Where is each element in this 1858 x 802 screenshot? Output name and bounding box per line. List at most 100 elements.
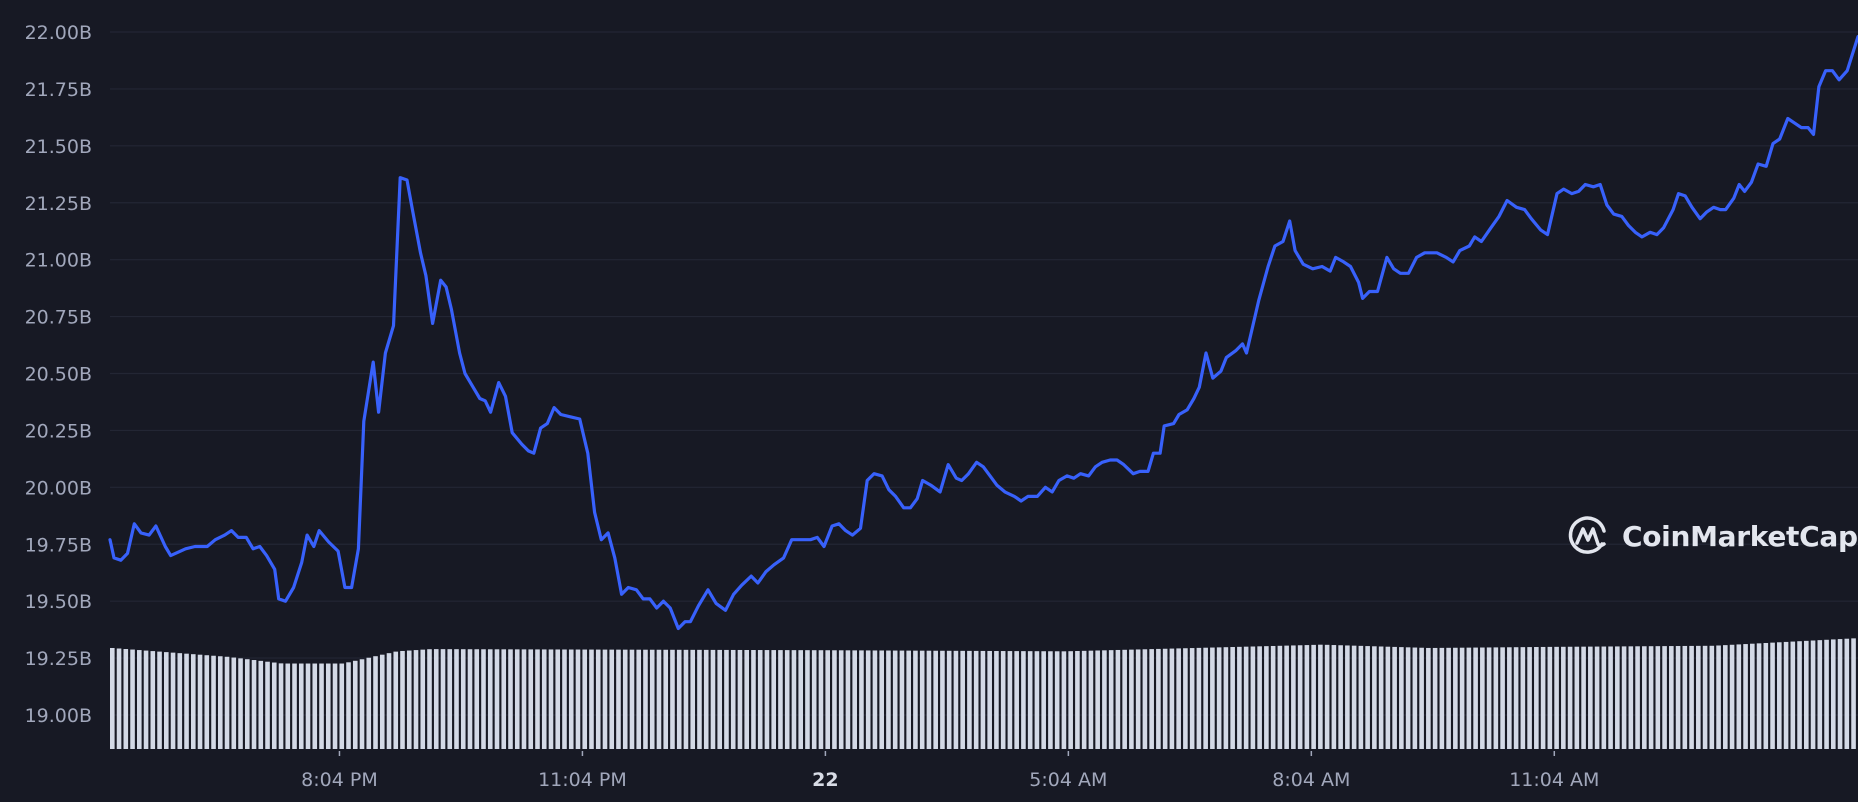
volume-bar — [487, 649, 493, 749]
volume-bar — [1540, 646, 1546, 749]
volume-bar — [602, 649, 608, 749]
volume-bar — [110, 647, 115, 749]
y-tick-label: 19.50B — [25, 591, 92, 613]
volume-bar — [150, 651, 156, 749]
volume-bar — [1230, 647, 1235, 749]
volume-bar — [298, 663, 304, 749]
volume-bar — [926, 650, 932, 749]
volume-bar — [818, 650, 824, 749]
volume-bar — [447, 649, 453, 749]
volume-bar — [1682, 645, 1688, 749]
volume-bar — [1054, 651, 1060, 749]
volume-bar — [568, 649, 574, 749]
volume-bar — [1291, 645, 1296, 749]
volume-bar — [535, 649, 540, 749]
volume-bar — [973, 650, 979, 749]
volume-bar — [1567, 646, 1573, 749]
volume-bar — [724, 649, 729, 749]
volume-bar — [649, 649, 655, 749]
volume-bar — [420, 649, 426, 749]
volume-bar — [697, 649, 702, 749]
volume-bar — [737, 649, 743, 749]
volume-bar — [1088, 650, 1094, 749]
volume-bar — [1810, 640, 1816, 749]
volume-bar — [1594, 646, 1600, 749]
volume-bar — [386, 653, 392, 749]
volume-bar — [427, 649, 432, 749]
volume-bar — [1405, 647, 1411, 749]
volume-bar — [1851, 638, 1856, 749]
volume-bar — [177, 653, 183, 749]
volume-bar — [440, 649, 446, 749]
volume-bar — [1000, 651, 1006, 749]
x-tick-label: 22 — [812, 769, 838, 791]
volume-bar — [197, 654, 203, 749]
volume-bar — [1513, 647, 1519, 749]
volume-bar — [1318, 644, 1323, 749]
volume-bar — [960, 650, 965, 749]
volume-bar — [143, 650, 149, 749]
volume-bar — [1385, 646, 1391, 749]
volume-bar — [136, 650, 142, 749]
volume-bar — [616, 649, 621, 749]
y-tick-label: 20.25B — [25, 420, 92, 442]
volume-bar — [1284, 645, 1289, 749]
volume-bar — [1399, 647, 1404, 749]
volume-bar — [899, 650, 905, 749]
y-tick-label: 19.75B — [25, 534, 92, 556]
volume-bar — [379, 654, 385, 749]
volume-bar — [1486, 647, 1492, 749]
volume-bar — [1345, 645, 1350, 749]
volume-bar — [373, 656, 378, 749]
volume-bar — [946, 650, 952, 749]
volume-bar — [1777, 642, 1782, 749]
volume-bar — [1500, 647, 1505, 749]
volume-bar — [703, 649, 709, 749]
volume-bar — [170, 652, 176, 749]
volume-bar — [784, 650, 790, 749]
volume-bar — [595, 649, 601, 749]
volume-bar — [1783, 641, 1789, 749]
volume-bar — [852, 650, 857, 749]
volume-bar — [805, 650, 810, 749]
volume-bar — [555, 649, 561, 749]
volume-bar — [1041, 651, 1046, 749]
volume-bar — [1304, 645, 1310, 749]
volume-bar — [1588, 646, 1593, 749]
x-tick-label: 8:04 AM — [1272, 769, 1350, 791]
volume-bar — [1162, 648, 1168, 749]
market-cap-line — [108, 35, 1858, 631]
volume-bar — [346, 662, 351, 749]
volume-bar — [1068, 651, 1073, 749]
volume-bar — [838, 650, 844, 749]
y-tick-label: 21.75B — [25, 79, 92, 101]
volume-bar — [1655, 646, 1661, 749]
volume-bar — [541, 649, 547, 749]
volume-bar — [1709, 645, 1715, 749]
volume-bar — [1675, 646, 1681, 749]
volume-bar — [305, 663, 311, 749]
volume-bar — [663, 649, 669, 749]
volume-bar — [190, 654, 196, 749]
volume-bar — [454, 649, 459, 749]
volume-bar — [413, 650, 419, 749]
volume-bar — [1493, 647, 1499, 749]
volume-bars — [110, 638, 1856, 749]
volume-bar — [562, 649, 567, 749]
volume-bar — [744, 649, 750, 749]
volume-bar — [1189, 648, 1195, 749]
x-tick-label: 5:04 AM — [1029, 769, 1107, 791]
volume-bar — [1763, 642, 1769, 749]
volume-bar — [906, 650, 911, 749]
volume-bar — [690, 649, 696, 749]
volume-bar — [406, 650, 412, 749]
volume-bar — [575, 649, 581, 749]
volume-bar — [1034, 651, 1040, 749]
volume-bar — [1581, 646, 1586, 749]
volume-bar — [204, 655, 210, 749]
volume-bar — [670, 649, 675, 749]
volume-bar — [1270, 645, 1276, 749]
volume-bar — [757, 650, 763, 749]
volume-bar — [1297, 645, 1303, 749]
volume-bar — [251, 660, 257, 749]
